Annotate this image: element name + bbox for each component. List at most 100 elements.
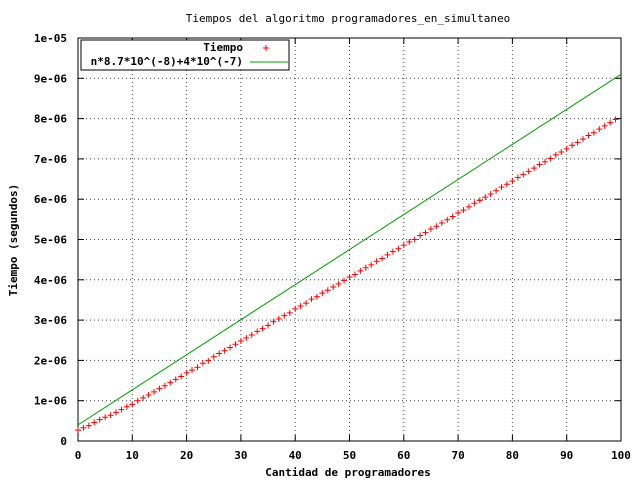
data-point	[455, 209, 462, 216]
data-point	[438, 219, 445, 226]
data-point	[221, 347, 228, 354]
data-point	[129, 401, 136, 408]
legend-marker-plus	[263, 45, 269, 51]
data-point	[205, 357, 212, 364]
legend-label-fit: n*8.7*10^(-8)+4*10^(-7)	[91, 55, 243, 68]
data-point	[75, 427, 81, 434]
data-point	[145, 392, 152, 399]
x-tick-label: 90	[560, 449, 573, 462]
data-point	[607, 119, 614, 126]
data-point	[579, 136, 586, 143]
data-point	[552, 151, 559, 158]
data-point	[194, 364, 201, 371]
data-point	[427, 226, 434, 233]
data-point	[351, 271, 358, 278]
data-point	[422, 229, 429, 236]
y-tick-label: 3e-06	[34, 314, 67, 327]
data-point	[460, 207, 467, 214]
data-point	[199, 360, 206, 367]
data-point	[308, 296, 315, 303]
data-point	[134, 397, 141, 404]
data-point	[85, 422, 92, 429]
data-point	[411, 236, 418, 243]
data-point	[216, 350, 223, 357]
data-point	[406, 238, 413, 245]
data-point	[297, 302, 304, 309]
data-point	[569, 142, 576, 149]
data-point	[161, 382, 168, 389]
grid	[78, 38, 621, 441]
data-point	[444, 216, 451, 223]
x-tick-label: 70	[451, 449, 464, 462]
data-point	[395, 245, 402, 252]
y-tick-label: 8e-06	[34, 113, 67, 126]
data-point	[471, 200, 478, 207]
data-point	[107, 412, 114, 419]
data-point	[585, 132, 592, 139]
data-point	[341, 277, 348, 284]
data-point	[313, 293, 320, 300]
data-point	[503, 181, 510, 188]
data-point	[563, 145, 570, 152]
y-tick-label: 4e-06	[34, 274, 67, 287]
y-tick-label: 1e-06	[34, 395, 67, 408]
legend-marker-tiempo	[263, 45, 269, 51]
data-point	[265, 322, 272, 329]
chart-title: Tiempos del algoritmo programadores_en_s…	[186, 12, 511, 25]
data-point	[178, 373, 185, 380]
data-point	[400, 242, 407, 249]
data-point	[509, 178, 516, 185]
data-point	[476, 197, 483, 204]
data-point	[482, 194, 489, 201]
data-point	[417, 232, 424, 239]
y-axis: 0 1e-06 2e-06 3e-06 4e-06 5e-06 6e-06 7e-06 8e-0…	[34, 32, 621, 448]
x-tick-label: 0	[75, 449, 82, 462]
data-point	[520, 171, 527, 178]
legend-box	[80, 39, 290, 71]
data-point	[601, 122, 608, 129]
data-point	[330, 284, 337, 291]
x-tick-label: 10	[126, 449, 139, 462]
data-point	[303, 300, 310, 307]
x-tick-label: 30	[234, 449, 247, 462]
data-point	[525, 168, 532, 175]
data-point	[183, 369, 190, 376]
data-point	[493, 187, 500, 194]
data-point	[275, 315, 282, 322]
data-point	[531, 165, 538, 172]
data-point	[140, 394, 147, 401]
data-point	[465, 203, 472, 210]
data-point	[286, 309, 293, 316]
data-point	[96, 416, 103, 423]
legend: Tiempo n*8.7*10^(-8)+4*10^(-7)	[80, 39, 290, 71]
tiempo-series	[75, 116, 619, 434]
data-point	[362, 264, 369, 271]
data-point	[237, 338, 244, 345]
data-point	[254, 328, 261, 335]
data-point	[123, 403, 130, 410]
data-point	[558, 149, 565, 156]
data-point	[227, 344, 234, 351]
data-point	[590, 129, 597, 136]
data-point	[80, 424, 87, 431]
y-tick-label: 7e-06	[34, 153, 67, 166]
data-point	[113, 409, 120, 416]
data-point	[357, 267, 364, 274]
data-point	[373, 258, 380, 265]
data-point	[167, 379, 174, 386]
y-tick-label: 9e-06	[34, 72, 67, 85]
data-point	[281, 312, 288, 319]
data-point	[91, 419, 98, 426]
data-point	[270, 318, 277, 325]
y-tick-label: 0	[60, 435, 67, 448]
data-point	[324, 287, 331, 294]
x-tick-label: 80	[506, 449, 519, 462]
x-tick-label: 50	[343, 449, 356, 462]
data-point	[248, 332, 255, 339]
data-point	[243, 334, 250, 341]
data-point	[389, 248, 396, 255]
data-point	[172, 376, 179, 383]
data-point	[547, 155, 554, 162]
data-point	[384, 251, 391, 258]
